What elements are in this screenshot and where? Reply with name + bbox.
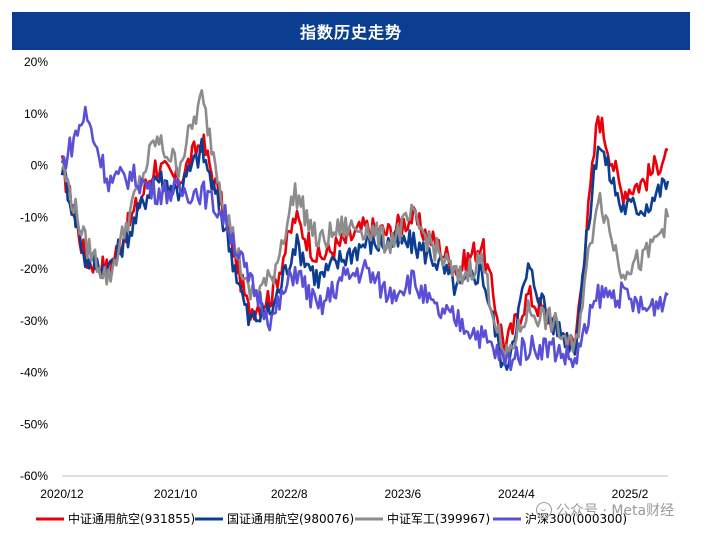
y-tick-label: -60%	[20, 469, 48, 483]
watermark-text: 公众号 · Meta财经	[556, 503, 675, 519]
x-tick-label: 2023/6	[384, 487, 421, 501]
wechat-icon	[536, 502, 552, 518]
legend-label: 中证军工(399967)	[387, 511, 490, 526]
x-tick-label: 2022/8	[271, 487, 308, 501]
y-tick-label: -40%	[20, 366, 48, 380]
y-tick-label: -20%	[20, 262, 48, 276]
y-tick-label: -30%	[20, 314, 48, 328]
y-tick-label: 10%	[24, 107, 48, 121]
y-tick-label: -50%	[20, 417, 48, 431]
y-tick-label: 20%	[24, 55, 48, 69]
series-line	[60, 105, 669, 372]
x-tick-label: 2025/2	[612, 487, 649, 501]
x-tick-label: 2021/10	[154, 487, 198, 501]
y-tick-label: -10%	[20, 210, 48, 224]
x-tick-label: 2020/12	[40, 487, 84, 501]
legend-label: 沪深300(000300)	[525, 512, 627, 526]
legend-label: 中证通用航空(931855)	[68, 511, 195, 526]
watermark: 公众号 · Meta财经	[536, 500, 674, 520]
x-tick-label: 2024/4	[498, 487, 535, 501]
y-tick-label: 0%	[31, 159, 49, 173]
chart-title: 指数历史走势	[12, 12, 690, 50]
legend-label: 国证通用航空(980076)	[227, 511, 354, 526]
